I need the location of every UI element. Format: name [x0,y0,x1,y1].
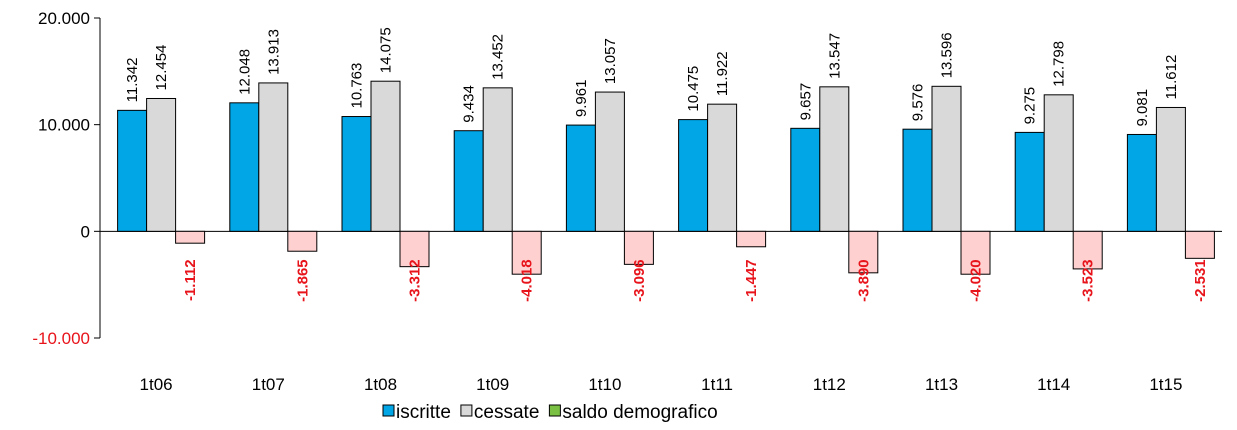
category-label: 1t11 [701,375,733,394]
bar-iscritte-1t13 [902,128,933,232]
bar-saldo-demografico-1t06 [175,230,206,244]
bar-saldo-demografico-1t10 [623,230,654,265]
bar-saldo-demografico-1t12 [848,230,879,274]
bar-cessate-1t08 [370,80,401,232]
bar-iscritte-1t07 [229,102,260,232]
y-tick-label: 20.000 [38,9,90,28]
y-tick-label: 10.000 [38,116,90,135]
legend: iscritte cessate saldo demografico [382,402,718,423]
data-label: 13.452 [490,34,507,80]
bar-cessate-1t09 [482,87,513,232]
data-label-negative: -1.447 [743,259,760,302]
bar-iscritte-1t14 [1014,131,1045,232]
data-label-negative: -3.096 [631,259,648,302]
legend-label: cessate [474,402,539,423]
bar-iscritte-1t15 [1126,133,1157,232]
data-label: 9.275 [1022,87,1039,125]
bar-cessate-1t13 [931,85,962,232]
bar-saldo-demografico-1t08 [399,230,430,268]
bar-cessate-1t10 [594,91,625,232]
bar-iscritte-1t09 [453,130,484,232]
category-label: 1t09 [476,375,509,394]
data-label-negative: -4.018 [519,259,536,302]
category-label: 1t06 [140,375,173,394]
category-label: 1t07 [252,375,285,394]
bar-saldo-demografico-1t15 [1184,230,1215,259]
data-label: 9.657 [797,83,814,121]
bar-saldo-demografico-1t13 [960,230,991,275]
bar-saldo-demografico-1t09 [511,230,542,275]
data-label: 11.612 [1163,55,1180,100]
data-label-negative: -3.523 [1080,259,1097,302]
bar-cessate-1t15 [1155,106,1186,232]
category-label: 1t14 [1037,375,1070,394]
data-label: 11.342 [124,58,141,103]
data-label: 9.434 [461,85,478,123]
bar-cessate-1t07 [258,82,289,232]
data-label-negative: -1.112 [182,259,199,301]
data-label: 13.547 [826,33,843,79]
bar-saldo-demografico-1t14 [1072,230,1103,270]
category-label: 1t10 [588,375,621,394]
bar-cessate-1t12 [819,86,850,232]
data-label: 13.057 [602,38,619,84]
category-labels: 1t06 1t07 1t08 1t09 1t10 1t11 1t12 1t13 1t14 1t15 [140,375,1183,394]
data-label: 12.454 [153,45,170,91]
data-label: 9.081 [1134,89,1151,127]
data-label-negative: -3.312 [407,259,424,302]
data-label: 10.763 [349,63,366,109]
data-label: 12.048 [236,49,253,95]
bar-iscritte-1t10 [565,124,596,232]
data-label: 12.798 [1051,41,1068,87]
bar-iscritte-1t11 [678,119,709,232]
bar-iscritte-1t08 [341,116,372,232]
category-label: 1t15 [1149,375,1182,394]
bar-saldo-demografico-1t11 [736,230,767,248]
data-label-negative: -1.865 [294,259,311,302]
category-label: 1t12 [813,375,846,394]
bar-cessate-1t06 [146,97,177,232]
legend-swatch-iscritte [382,404,395,417]
y-tick-label: -10.000 [32,329,90,348]
data-labels: 11.342 12.454 -1.112 12.048 13.913 -1.865 10.7… [124,27,1209,302]
legend-label: iscritte [396,402,451,423]
data-label: 11.922 [714,51,731,96]
data-label-negative: -4.020 [968,259,985,302]
legend-swatch-saldo-demografico [548,404,561,417]
data-label: 10.475 [685,66,702,112]
data-label: 13.913 [265,29,282,75]
data-label-negative: -2.531 [1192,259,1209,302]
bar-cessate-1t14 [1043,94,1074,232]
data-label: 9.576 [910,84,927,122]
category-label: 1t13 [925,375,958,394]
data-label-negative: -3.890 [855,259,872,302]
data-label: 14.075 [378,27,395,73]
bar-cessate-1t11 [707,103,738,232]
data-label: 13.596 [939,32,956,78]
legend-label: saldo demografico [562,402,717,423]
bar-iscritte-1t06 [117,109,148,232]
legend-swatch-cessate [460,404,473,417]
category-label: 1t08 [364,375,397,394]
bars [117,80,1215,275]
bar-iscritte-1t12 [790,127,821,232]
data-label: 9.961 [573,80,590,118]
bar-saldo-demografico-1t07 [287,230,318,252]
y-tick-label: 0 [81,222,90,241]
